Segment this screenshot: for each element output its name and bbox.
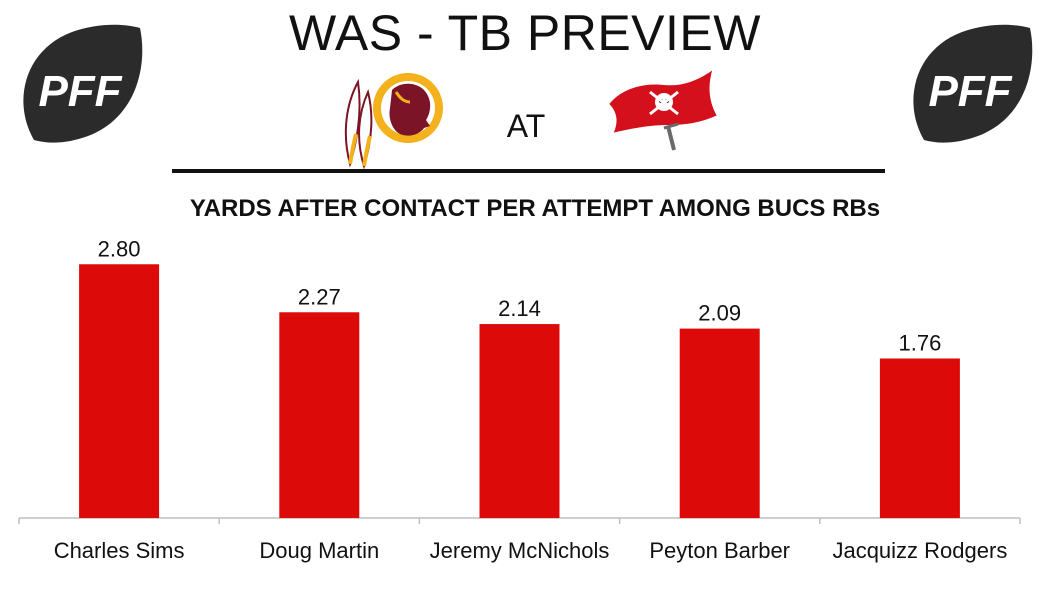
- washington-logo-icon: [344, 73, 443, 170]
- data-label: 2.09: [698, 301, 741, 326]
- sword: [666, 125, 676, 151]
- bar: [279, 312, 360, 518]
- tampa-bay-flag-icon: [606, 65, 720, 151]
- bar: [879, 358, 960, 518]
- chart-title: YARDS AFTER CONTACT PER ATTEMPT AMONG BU…: [189, 195, 881, 222]
- data-label: 2.27: [298, 284, 341, 309]
- bar: [479, 324, 560, 518]
- bar: [679, 328, 760, 518]
- header-divider: [172, 169, 885, 173]
- category-label: Doug Martin: [259, 538, 379, 563]
- pff-logo-text: PFF: [38, 67, 122, 116]
- page-title: WAS - TB PREVIEW: [289, 5, 761, 61]
- football-shape: [913, 24, 1033, 143]
- matchup-at-label: AT: [506, 108, 546, 144]
- bar: [79, 264, 160, 518]
- data-label: 2.80: [98, 236, 141, 261]
- data-label: 1.76: [898, 331, 941, 356]
- category-label: Peyton Barber: [649, 538, 790, 563]
- category-label: Jacquizz Rodgers: [832, 538, 1007, 563]
- pff-logo-left-icon: PFF: [23, 24, 143, 143]
- data-label: 2.14: [498, 296, 541, 321]
- category-label: Charles Sims: [54, 538, 185, 563]
- football-shape: [23, 24, 143, 143]
- pff-logo-right-icon: PFF: [913, 24, 1033, 143]
- category-label: Jeremy McNichols: [430, 538, 610, 563]
- pff-logo-text: PFF: [928, 67, 1012, 116]
